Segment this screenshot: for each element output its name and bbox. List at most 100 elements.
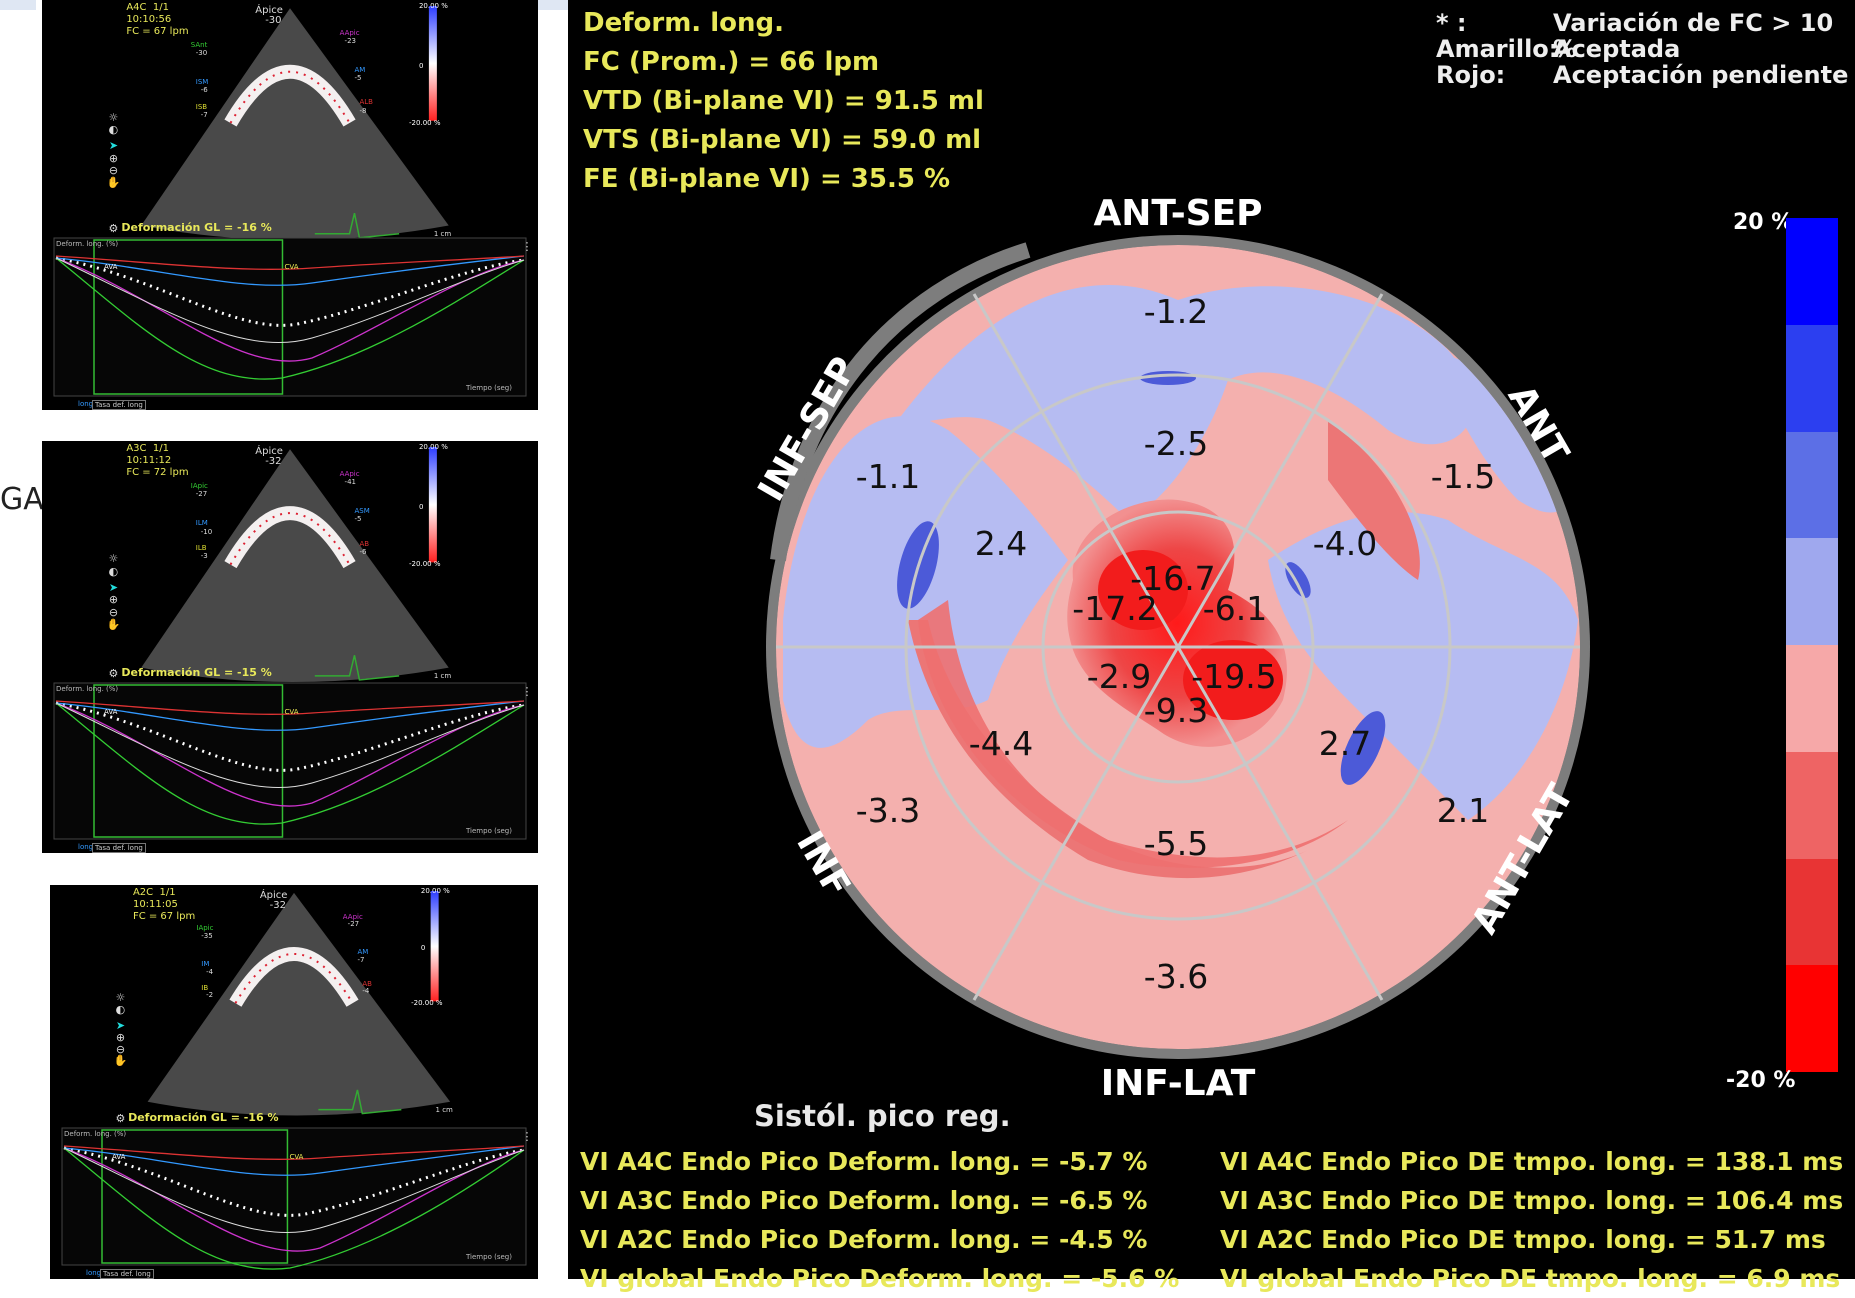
results-title: Sistól. pico reg. [754, 1099, 1011, 1133]
heart-rate: FC = 67 lpm [126, 26, 189, 37]
acquisition-time: 10:11:05 [132, 899, 178, 910]
blue-zone-right [1268, 512, 1578, 820]
left-seg-val-2: -4 [206, 967, 214, 976]
global-strain-label: Deformación GL = -16 % [121, 221, 272, 234]
view-label: A4C 1/1 [126, 2, 169, 13]
settings-icon[interactable]: ⚙ [115, 1112, 126, 1125]
left-seg-label-1: IApic [196, 924, 214, 933]
wall-inf-lat: INF-LAT [1101, 1063, 1256, 1104]
pointer-icon[interactable]: ➤ [115, 1018, 126, 1032]
acquisition-time: 10:11:12 [126, 455, 172, 466]
pointer-icon[interactable]: ➤ [108, 581, 119, 595]
header-hr: FC (Prom.) = 66 lpm [583, 47, 880, 77]
scale-step-8 [1786, 965, 1838, 1072]
result-right-3: VI A2C Endo Pico DE tmpo. long. = 51.7 m… [1220, 1225, 1826, 1254]
zoom-in-icon[interactable]: ⊕ [115, 1030, 126, 1044]
time-axis-label: Tiempo (seg) [466, 384, 512, 392]
zoom-in-icon[interactable]: ⊕ [108, 151, 119, 165]
scale-zero: 0 [418, 61, 424, 70]
segment-mid-inf-lat: -5.5 [1144, 824, 1208, 863]
tab-strain-rate[interactable]: Tasa def. long [92, 400, 146, 410]
left-seg-label-3: ILB [195, 544, 207, 552]
pointer-icon[interactable]: ➤ [108, 139, 119, 153]
settings-icon[interactable]: ⚙ [108, 667, 119, 680]
time-axis-label: Tiempo (seg) [466, 827, 512, 835]
apex-label: Ápice [259, 890, 288, 901]
segment-mid-inf: -4.4 [969, 724, 1033, 763]
left-seg-label-2: ISM [195, 77, 209, 86]
contrast-icon[interactable]: ◐ [115, 1003, 126, 1017]
segment-basal-inf: -3.3 [856, 791, 920, 830]
echo-panel-1: A4C 1/1 10:10:56 FC = 67 lpm Ápice -30 2… [42, 0, 538, 410]
scale-step-6 [1786, 751, 1838, 859]
right-seg-val-1: -27 [347, 920, 360, 929]
tab-long[interactable]: long [86, 1269, 102, 1277]
wall-ant-sep: ANT-SEP [1093, 193, 1262, 234]
right-seg-val-3: -6 [359, 548, 367, 557]
tab-long[interactable]: long [78, 400, 94, 408]
segment-apical-inf-lat: -9.3 [1144, 691, 1208, 730]
scale-bottom-label: -20 % [1726, 1068, 1796, 1093]
red-band-lower [918, 600, 1348, 868]
cm-scale: 1 cm [433, 229, 452, 238]
graph-title: Deform. long. (%) [56, 240, 119, 248]
graph-tools-icon[interactable]: ⋮ [521, 685, 533, 698]
pan-hand-icon[interactable]: ✋ [106, 618, 121, 632]
graph-tools-icon[interactable]: ⋮ [521, 1130, 533, 1143]
segment-mid-ant-lat: 2.7 [1319, 724, 1371, 763]
apical-hot-1 [1098, 550, 1188, 630]
tab-strain-rate[interactable]: Tasa def. long [100, 1269, 154, 1279]
red-band-right [1328, 420, 1420, 580]
cm-scale: 1 cm [433, 671, 452, 680]
view-label: A2C 1/1 [132, 887, 176, 898]
header-edv: VTD (Bi-plane VI) = 91.5 ml [583, 86, 984, 116]
contrast-icon[interactable]: ◐ [108, 123, 119, 136]
brightness-icon[interactable]: ☼ [108, 552, 119, 566]
result-right-2: VI A3C Endo Pico DE tmpo. long. = 106.4 … [1220, 1186, 1844, 1215]
scale-zero: 0 [420, 944, 426, 953]
pan-hand-icon[interactable]: ✋ [113, 1054, 128, 1068]
graph-tools-icon[interactable]: ⋮ [521, 240, 533, 253]
scale-top-label: 20 % [1733, 210, 1794, 235]
zoom-in-icon[interactable]: ⊕ [108, 593, 119, 607]
zoom-out-icon[interactable]: ⊖ [108, 164, 119, 177]
blue-blob-4 [1285, 562, 1311, 598]
left-seg-val-1: -27 [195, 490, 208, 499]
scale-step-1 [1786, 218, 1838, 325]
zoom-out-icon[interactable]: ⊖ [115, 1042, 126, 1056]
scale-top: 20.00 % [420, 887, 450, 895]
right-seg-val-3: -8 [359, 106, 367, 115]
global-strain-curve [63, 1146, 525, 1217]
left-seg-val-1: -30 [195, 49, 208, 58]
inf-sep-arc [770, 242, 1031, 561]
segment-basal-ant: -1.5 [1431, 457, 1495, 496]
graph-title: Deform. long. (%) [64, 1130, 127, 1138]
settings-icon[interactable]: ⚙ [108, 222, 119, 235]
segment-basal-inf-lat: -3.6 [1144, 957, 1208, 996]
scale-step-2 [1786, 324, 1838, 432]
tab-strain-rate[interactable]: Tasa def. long [92, 843, 146, 853]
brightness-icon[interactable]: ☼ [108, 110, 119, 124]
scale-zero: 0 [418, 502, 424, 511]
tab-long[interactable]: long [78, 843, 94, 851]
cva-marker: CVA [284, 263, 299, 271]
echo-image [53, 6, 527, 397]
zoom-out-icon[interactable]: ⊖ [108, 605, 119, 619]
result-right-1: VI A4C Endo Pico DE tmpo. long. = 138.1 … [1220, 1147, 1844, 1176]
legend-value-3: Aceptación pendiente [1553, 61, 1849, 89]
apex-value: -32 [265, 456, 282, 467]
right-seg-val-2: -5 [354, 73, 362, 82]
bullseye-map: ANT-SEP INF-LAT ANT INF-SEP ANT-LAT INF … [751, 193, 1590, 1104]
scale-bottom: -20.00 % [409, 560, 441, 569]
ecg-trace [314, 655, 400, 681]
segment-apical-ant: -6.1 [1203, 589, 1267, 628]
segment-apical-inf-sep: -17.2 [1072, 589, 1157, 628]
contrast-icon[interactable]: ◐ [108, 564, 119, 578]
ava-marker: AVA [104, 263, 118, 271]
left-seg-label-2: IM [201, 959, 210, 968]
scale-step-4 [1786, 538, 1838, 645]
heart-rate: FC = 72 lpm [126, 467, 189, 478]
result-left-2: VI A3C Endo Pico Deform. long. = -6.5 % [580, 1186, 1148, 1215]
pan-hand-icon[interactable]: ✋ [106, 176, 121, 190]
brightness-icon[interactable]: ☼ [115, 991, 126, 1005]
